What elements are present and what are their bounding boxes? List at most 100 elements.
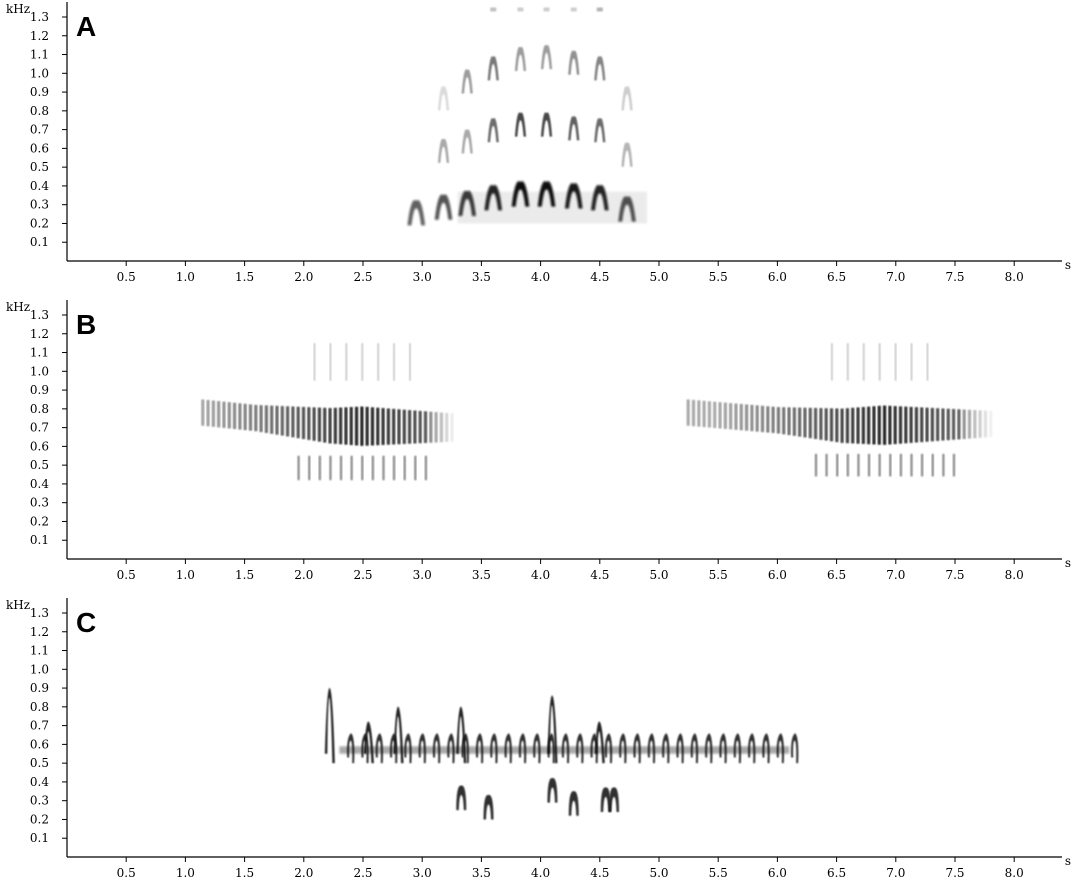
trill-element [766,406,770,433]
trill-element [604,733,613,764]
trill-element [776,407,781,434]
trill-element [254,404,258,432]
trill-element [201,399,205,426]
trill-element [206,400,210,427]
trill-element [909,406,913,443]
trill-element [920,407,924,443]
y-tick-label: 0.7 [30,719,49,733]
x-tick-label: 4.0 [531,866,550,880]
x-tick-label: 3.0 [413,270,432,284]
harmonic [514,112,527,137]
trill-element [275,405,279,435]
x-tick-label: 3.5 [472,270,491,284]
subharmonic [308,455,311,481]
upper-harmonic [862,343,865,381]
trill-element [967,409,972,439]
trill-element [286,406,290,437]
panel-label: C [76,607,96,638]
x-tick-label: 5.0 [649,866,668,880]
trill-element [719,733,727,764]
x-tick-label: 5.0 [649,568,668,582]
x-tick-label: 8.0 [1005,568,1024,582]
low-note [547,778,558,803]
y-tick-label: 0.4 [30,477,49,491]
trill-element [676,733,684,764]
trill-element [423,411,428,443]
x-unit-label: s [1065,556,1071,570]
note [407,199,426,226]
trill-element [776,733,785,764]
frequency-sweep [594,721,605,764]
trill-element [978,410,982,438]
y-tick-label: 1.1 [30,644,49,658]
upper-harmonic [393,343,396,381]
y-tick-label: 0.6 [30,439,49,453]
trill-element [291,406,295,438]
trill-element [877,405,881,445]
trill-element [771,406,775,433]
trill-element [349,407,353,446]
low-note [600,787,611,812]
harmonic [437,86,450,111]
trill-element [856,407,860,444]
x-tick-label: 5.5 [709,270,728,284]
frequency-sweep [393,706,404,764]
panel-label: A [76,11,96,42]
x-tick-label: 2.5 [353,568,372,582]
y-unit-label: kHz [6,2,30,16]
harmonic [594,118,606,143]
trill-element [744,404,749,431]
trill-element [392,408,396,445]
harmonic [517,7,524,12]
harmonic [461,129,473,154]
note [434,194,453,220]
trill-element [376,407,380,446]
trill-element [475,733,484,764]
trill-element [792,407,796,436]
trill-element [872,406,876,445]
trill-element [925,407,929,442]
x-tick-label: 5.5 [709,568,728,582]
subharmonic [361,455,364,481]
frequency-sweep [547,695,558,764]
harmonic [540,112,553,137]
trill-element [490,733,498,764]
trill-element [686,399,690,426]
trill-element [344,407,348,445]
x-tick-label: 1.0 [176,270,195,284]
y-tick-label: 0.3 [30,794,49,808]
trill-element [370,407,375,446]
trill-element [662,733,670,764]
trill-element [301,406,306,440]
trill-element [845,408,850,444]
subharmonic [339,455,343,481]
y-tick-label: 0.2 [30,216,49,230]
subharmonic [382,455,385,481]
trill-element [760,405,765,433]
trill-element [397,409,401,445]
trill-element [748,733,756,764]
trill-element [381,408,385,445]
trill-element [697,400,701,427]
trill-element [227,402,231,429]
y-tick-label: 0.9 [30,383,49,397]
trill-element [270,405,274,434]
low-note [568,791,579,816]
trill-element [957,409,961,440]
upper-harmonic [361,343,364,381]
x-tick-label: 4.0 [531,270,550,284]
spectrogram-marks [201,343,993,481]
subharmonic [846,453,850,477]
low-note [483,794,494,820]
y-tick-label: 0.1 [30,533,49,547]
x-tick-label: 7.5 [945,568,964,582]
y-tick-label: 1.0 [30,662,49,676]
x-tick-label: 7.0 [886,866,905,880]
trill-element [633,733,641,764]
x-tick-label: 7.0 [886,568,905,582]
x-tick-label: 6.0 [768,270,787,284]
trill-element [328,408,332,444]
y-tick-label: 1.2 [30,625,49,639]
subharmonic [350,455,353,481]
trill-element [365,406,369,446]
